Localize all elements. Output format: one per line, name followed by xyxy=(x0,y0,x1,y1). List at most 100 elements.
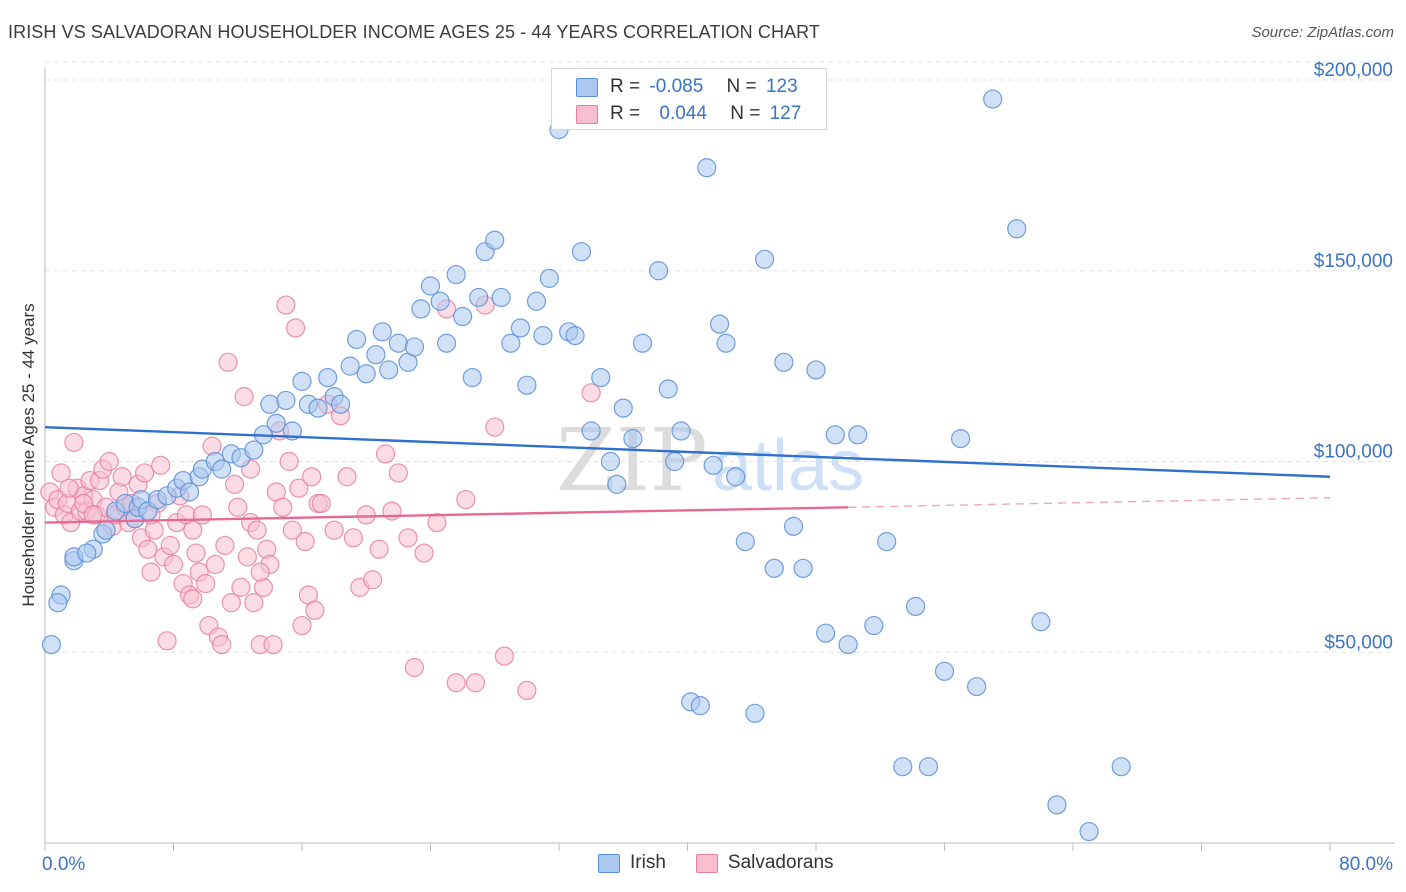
salvadorans-point[interactable] xyxy=(279,451,299,472)
irish-point[interactable] xyxy=(613,398,633,418)
irish-point[interactable] xyxy=(308,398,328,418)
salvadorans-point[interactable] xyxy=(224,474,245,494)
irish-point[interactable] xyxy=(1031,612,1051,632)
irish-point[interactable] xyxy=(623,429,643,449)
salvadorans-point[interactable] xyxy=(302,467,322,487)
irish-point[interactable] xyxy=(179,482,200,502)
irish-point[interactable] xyxy=(372,322,392,342)
irish-point[interactable] xyxy=(388,333,408,353)
salvadorans-point[interactable] xyxy=(244,593,264,613)
salvadorans-point[interactable] xyxy=(305,600,325,620)
irish-point[interactable] xyxy=(825,425,845,445)
irish-point[interactable] xyxy=(591,367,611,388)
salvadorans-point[interactable] xyxy=(494,646,514,666)
irish-point[interactable] xyxy=(600,451,621,472)
irish-point[interactable] xyxy=(330,394,351,414)
irish-point[interactable] xyxy=(260,394,280,414)
irish-point[interactable] xyxy=(983,89,1003,109)
salvadorans-point[interactable] xyxy=(157,631,177,651)
irish-point[interactable] xyxy=(658,379,678,399)
salvadorans-point[interactable] xyxy=(186,543,206,563)
salvadorans-point[interactable] xyxy=(247,520,267,540)
salvadorans-point[interactable] xyxy=(263,635,283,655)
irish-point[interactable] xyxy=(838,635,858,655)
salvadorans-point[interactable] xyxy=(517,680,537,701)
salvadorans-point[interactable] xyxy=(250,562,270,582)
irish-point[interactable] xyxy=(754,249,775,269)
salvadorans-point[interactable] xyxy=(228,497,248,517)
salvadorans-point[interactable] xyxy=(273,497,293,517)
irish-point[interactable] xyxy=(967,676,987,697)
irish-point[interactable] xyxy=(793,558,813,578)
irish-point[interactable] xyxy=(212,459,232,479)
salvadorans-point[interactable] xyxy=(289,478,309,498)
salvadorans-point[interactable] xyxy=(456,490,476,510)
irish-point[interactable] xyxy=(517,375,537,395)
irish-point[interactable] xyxy=(539,268,559,288)
salvadorans-point[interactable] xyxy=(427,512,447,533)
irish-point[interactable] xyxy=(565,326,585,346)
salvadorans-point[interactable] xyxy=(382,501,402,521)
salvadorans-point[interactable] xyxy=(343,528,363,548)
salvadorans-point[interactable] xyxy=(64,432,84,453)
irish-point[interactable] xyxy=(918,757,939,777)
salvadorans-point[interactable] xyxy=(324,520,344,540)
irish-point[interactable] xyxy=(462,367,482,388)
irish-point[interactable] xyxy=(446,264,466,285)
irish-point[interactable] xyxy=(665,451,685,472)
irish-point[interactable] xyxy=(950,429,971,449)
irish-point[interactable] xyxy=(735,532,755,552)
salvadorans-point[interactable] xyxy=(221,593,241,613)
salvadorans-point[interactable] xyxy=(295,532,315,552)
irish-point[interactable] xyxy=(356,364,376,384)
irish-point[interactable] xyxy=(411,299,431,319)
irish-point[interactable] xyxy=(77,543,97,563)
salvadorans-point[interactable] xyxy=(404,657,425,678)
salvadorans-point[interactable] xyxy=(414,543,434,563)
irish-point[interactable] xyxy=(501,333,521,353)
salvadorans-point[interactable] xyxy=(231,577,251,597)
irish-point[interactable] xyxy=(848,425,868,445)
salvadorans-point[interactable] xyxy=(282,520,302,540)
irish-point[interactable] xyxy=(379,360,399,380)
salvadorans-point[interactable] xyxy=(337,467,357,487)
irish-point[interactable] xyxy=(266,413,286,433)
irish-point[interactable] xyxy=(764,558,784,578)
irish-point[interactable] xyxy=(806,360,826,380)
irish-point[interactable] xyxy=(1007,219,1027,239)
salvadorans-point[interactable] xyxy=(465,673,486,693)
irish-point[interactable] xyxy=(864,615,884,636)
irish-point[interactable] xyxy=(48,593,68,613)
salvadorans-point[interactable] xyxy=(237,547,257,567)
salvadorans-point[interactable] xyxy=(369,539,389,559)
salvadorans-point[interactable] xyxy=(163,554,184,575)
irish-point[interactable] xyxy=(1111,757,1131,777)
salvadorans-point[interactable] xyxy=(99,451,119,472)
irish-point[interactable] xyxy=(244,440,264,460)
irish-point[interactable] xyxy=(607,474,627,494)
irish-point[interactable] xyxy=(816,623,836,643)
irish-point[interactable] xyxy=(340,356,360,376)
salvadorans-point[interactable] xyxy=(183,520,203,540)
irish-point[interactable] xyxy=(469,287,489,308)
irish-point[interactable] xyxy=(671,421,691,441)
irish-point[interactable] xyxy=(526,291,547,311)
irish-point[interactable] xyxy=(905,596,926,617)
salvadorans-point[interactable] xyxy=(196,573,216,594)
salvadorans-point[interactable] xyxy=(285,318,306,338)
salvadorans-point[interactable] xyxy=(160,535,180,556)
irish-point[interactable] xyxy=(292,371,312,391)
irish-point[interactable] xyxy=(716,333,736,353)
irish-point[interactable] xyxy=(877,532,897,552)
salvadorans-point[interactable] xyxy=(205,554,225,575)
irish-point[interactable] xyxy=(571,242,592,262)
legend-item-irish[interactable]: Irish xyxy=(598,852,666,874)
irish-point[interactable] xyxy=(632,333,653,353)
salvadorans-point[interactable] xyxy=(234,387,254,407)
irish-point[interactable] xyxy=(96,520,116,540)
salvadorans-point[interactable] xyxy=(151,455,171,475)
salvadorans-point[interactable] xyxy=(276,295,296,315)
irish-point[interactable] xyxy=(690,696,710,716)
irish-point[interactable] xyxy=(745,703,765,723)
irish-point[interactable] xyxy=(1079,821,1099,842)
